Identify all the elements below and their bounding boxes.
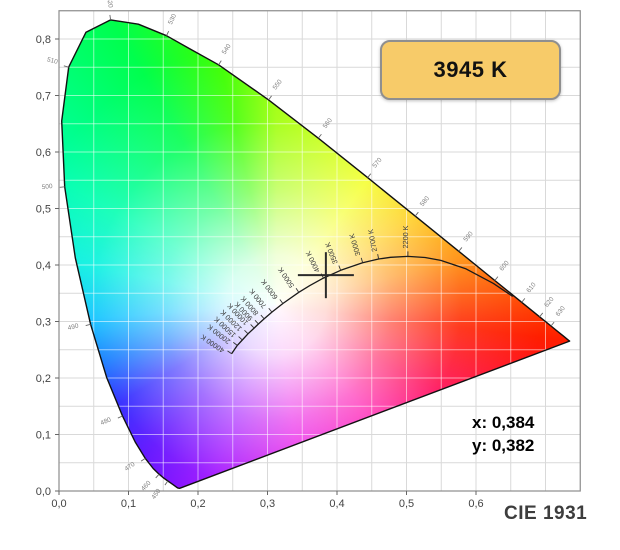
y-axis-tick-label: 0,6 — [36, 147, 51, 159]
wavelength-label: 450 — [150, 488, 162, 501]
cct-tick — [227, 350, 232, 355]
cct-tick — [254, 320, 259, 325]
wavelength-tick — [317, 133, 322, 139]
x-axis-tick-label: 0,3 — [260, 498, 275, 510]
wavelength-label: 570 — [371, 156, 383, 169]
cct-tick — [338, 265, 342, 271]
planckian-locus-curve — [231, 255, 514, 355]
y-axis-tick-label: 0,3 — [36, 317, 51, 329]
wavelength-label: 630 — [555, 305, 568, 318]
y-axis-tick-label: 0,7 — [36, 91, 51, 103]
cct-tick — [233, 341, 238, 346]
wavelength-tick — [218, 60, 222, 66]
cct-tick — [244, 329, 249, 335]
wavelength-label: 600 — [498, 259, 511, 272]
wavelength-tick — [164, 480, 169, 486]
wavelength-label: 490 — [67, 322, 80, 332]
y-axis-tick-label: 0,4 — [36, 260, 51, 272]
wavelength-label: 550 — [272, 78, 284, 91]
wavelength-tick — [140, 457, 146, 462]
y-axis-tick-label: 0,0 — [36, 486, 51, 498]
cct-badge-value: 3945 K — [433, 57, 508, 82]
wavelength-tick — [268, 95, 272, 101]
wavelength-tick — [521, 298, 526, 303]
plot-border — [58, 10, 581, 492]
cct-tick — [238, 336, 243, 341]
wavelength-tick — [494, 276, 499, 281]
measurement-crosshair — [297, 252, 354, 299]
cct-label: 4000 K — [303, 249, 321, 274]
cct-tick — [279, 299, 284, 304]
wavelength-label: 540 — [221, 43, 233, 56]
spectral-locus-outline — [61, 19, 571, 489]
wavelength-label: 520 — [105, 0, 114, 9]
wavelength-tick — [166, 30, 170, 36]
wavelength-tick — [414, 211, 419, 217]
x-axis-tick-label: 0,1 — [121, 498, 136, 510]
cct-badge: 3945 K — [380, 40, 561, 100]
wavelength-label: 590 — [462, 230, 475, 243]
x-axis-tick-label: 0,0 — [51, 498, 66, 510]
x-axis-tick-label: 0,5 — [399, 498, 414, 510]
wavelength-tick — [85, 323, 91, 327]
x-axis-tick-label: 0,4 — [329, 498, 344, 510]
wavelength-tick — [539, 312, 544, 318]
wavelength-label: 620 — [543, 296, 556, 309]
wavelength-tick — [367, 173, 372, 178]
cct-tick — [295, 287, 300, 293]
wavelength-tick — [458, 247, 463, 252]
wavelength-label: 500 — [41, 183, 53, 191]
wavelength-tick — [63, 65, 69, 68]
diagram-title: CIE 1931 — [504, 503, 588, 524]
y-axis-tick-label: 0,5 — [36, 204, 51, 216]
cct-tick — [377, 254, 380, 260]
wavelength-tick — [550, 321, 555, 327]
y-axis-tick-label: 0,2 — [36, 373, 51, 385]
cct-tick — [250, 324, 255, 329]
wavelength-tick — [109, 14, 112, 20]
wavelength-label: 530 — [167, 13, 178, 26]
cct-tick — [360, 257, 364, 263]
x-coordinate-readout: x: 0,384 — [472, 413, 535, 432]
y-coordinate-readout: y: 0,382 — [472, 436, 535, 455]
xy-coordinate-readout: x: 0,384 y: 0,382 — [472, 411, 534, 457]
cct-label: 3000 K — [347, 232, 362, 257]
wavelength-label: 510 — [46, 56, 59, 66]
cct-label: 2200 K — [401, 225, 410, 248]
wavelength-tick — [155, 473, 160, 479]
wavelength-tick — [117, 415, 123, 419]
cct-tick — [268, 307, 273, 313]
wavelength-label: 610 — [525, 281, 538, 294]
cct-tick — [260, 314, 265, 320]
wavelength-label: 460 — [140, 479, 153, 492]
cct-label: 2700 K — [366, 228, 379, 252]
y-axis-tick-label: 0,1 — [36, 430, 51, 442]
x-axis-tick-label: 0,6 — [468, 498, 483, 510]
wavelength-label: 480 — [100, 416, 113, 427]
x-axis-tick-label: 0,2 — [190, 498, 205, 510]
y-axis-tick-label: 0,8 — [36, 34, 51, 46]
wavelength-label: 560 — [322, 117, 334, 130]
wavelength-label: 470 — [124, 461, 137, 473]
cct-label: 5000 K — [276, 265, 296, 289]
wavelength-label: 580 — [419, 195, 432, 208]
